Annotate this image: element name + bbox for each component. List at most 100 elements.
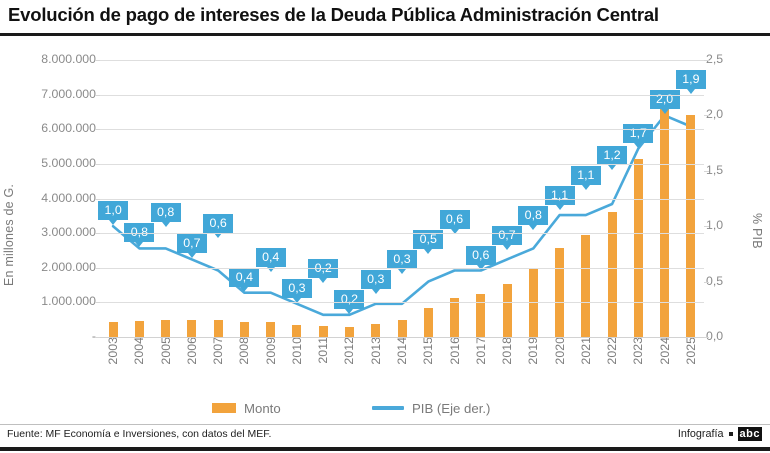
abc-logo: abc (737, 427, 762, 441)
line-swatch-icon (372, 406, 404, 410)
data-label-pointer (503, 244, 512, 250)
gridline (100, 60, 704, 61)
data-label-pointer (398, 268, 406, 274)
x-axis-label-2016: 2016 (447, 337, 462, 365)
data-label-2020: 1,1 (544, 185, 575, 205)
data-label-pointer (581, 184, 590, 190)
data-label-pointer (319, 277, 328, 283)
left-axis-tick-label: - (91, 329, 96, 343)
data-label-pointer (266, 266, 275, 272)
data-label-2021: 1,1 (570, 165, 601, 185)
bar-2023 (633, 158, 643, 337)
credit-block: Infografía abc (678, 427, 762, 441)
axis-tick-mark (95, 337, 100, 338)
data-label-2008: 0,4 (229, 267, 260, 287)
x-axis-label-2013: 2013 (368, 337, 383, 365)
right-axis-ticks: 2,5 2,0 1,5 1,0 0,5 0,0 (706, 38, 746, 420)
data-label-pointer (450, 228, 459, 234)
bar-2024 (660, 108, 670, 337)
gridline (100, 302, 704, 304)
x-axis-label-2014: 2014 (395, 337, 409, 365)
data-label-2019: 0,8 (518, 205, 549, 225)
data-label-2007: 0,6 (203, 214, 234, 234)
axis-tick-mark (704, 337, 709, 338)
legend-label-monto: Monto (244, 400, 281, 416)
data-label-2023: 1,7 (623, 123, 654, 143)
data-label-pointer (161, 222, 170, 228)
right-axis-tick-label: 0,5 (706, 273, 724, 288)
legend-item-pib: PIB (Eje der.) (372, 398, 490, 418)
data-label-2025: 1,9 (675, 70, 706, 90)
bar-2015 (423, 308, 433, 337)
x-axis-label-2006: 2006 (184, 337, 199, 365)
data-label-2010: 0,3 (281, 278, 312, 298)
right-axis-tick-label: 0,0 (706, 329, 724, 343)
right-axis-tick-label: 2,5 (706, 52, 724, 66)
right-axis-title: % PIB (750, 213, 764, 249)
bar-2020 (555, 248, 565, 337)
title-bar: Evolución de pago de intereses de la Deu… (0, 0, 770, 36)
bullet-icon (728, 432, 733, 436)
data-label-2022: 1,2 (597, 145, 628, 165)
gridline (100, 267, 704, 269)
axis-tick-mark (704, 281, 709, 283)
x-axis-label-2009: 2009 (263, 337, 278, 365)
left-axis-tick-label: 4.000.000 (41, 190, 96, 205)
axis-tick-mark (95, 94, 100, 96)
gridline (100, 129, 704, 131)
bar-2021 (581, 234, 591, 337)
x-axis-label-2017: 2017 (473, 337, 488, 365)
data-label-2018: 0,7 (492, 225, 523, 245)
gridline (100, 163, 704, 165)
left-axis-tick-label: 1.000.000 (41, 294, 96, 309)
gridline (100, 94, 704, 96)
x-axis-labels: 2003 2004 2005 2006 2007 2008 2009 2010 2011 2012… (100, 337, 704, 397)
data-label-2014: 0,3 (387, 249, 417, 269)
x-axis-label-2011: 2011 (316, 337, 331, 364)
bar-2010 (292, 324, 302, 337)
x-axis-label-2023: 2023 (631, 337, 646, 365)
gridline (100, 337, 704, 338)
data-label-pointer (476, 264, 485, 270)
bar-2008 (239, 322, 249, 337)
footer: Fuente: MF Economía e Inversiones, con d… (0, 425, 770, 449)
x-axis-label-2019: 2019 (526, 337, 541, 365)
x-axis-label-2004: 2004 (132, 337, 147, 365)
x-axis-label-2021: 2021 (578, 337, 593, 365)
data-label-pointer (555, 204, 564, 210)
data-label-pointer (345, 308, 354, 314)
data-label-2024: 2,0 (649, 90, 680, 110)
footer-divider-bottom (0, 447, 770, 451)
data-label-pointer (135, 242, 144, 248)
legend-item-monto: Monto (212, 398, 281, 418)
axis-tick-mark (704, 60, 709, 61)
credit-label: Infografía (677, 428, 724, 440)
title-divider (0, 33, 770, 36)
right-axis-tick-label: 1,0 (706, 218, 724, 233)
data-label-pointer (529, 224, 538, 230)
bar-2025 (686, 114, 696, 337)
bar-2014 (397, 319, 407, 337)
data-label-2003: 1,0 (98, 201, 129, 221)
left-axis-tick-label: 5.000.000 (41, 155, 96, 170)
data-label-2009: 0,4 (255, 247, 286, 267)
footer-divider-top (0, 424, 770, 425)
axis-tick-mark (704, 226, 709, 228)
bar-2007 (213, 320, 223, 337)
x-axis-label-2024: 2024 (657, 337, 672, 365)
x-axis-label-2010: 2010 (289, 337, 304, 365)
data-label-2006: 0,7 (176, 234, 207, 254)
bar-2018 (502, 284, 512, 337)
bar-2013 (371, 323, 381, 337)
bar-2009 (266, 322, 276, 337)
data-label-2013: 0,3 (360, 269, 391, 289)
data-label-2005: 0,8 (150, 203, 181, 223)
data-label-2015: 0,5 (413, 229, 444, 249)
data-label-pointer (686, 89, 695, 95)
left-axis-tick-label: 2.000.000 (41, 259, 96, 274)
data-label-pointer (187, 253, 196, 259)
x-axis-label-2012: 2012 (342, 337, 357, 365)
left-axis-tick-label: 6.000.000 (41, 121, 96, 136)
axis-tick-mark (95, 129, 100, 131)
plot-area: 1,00,80,80,70,60,40,40,30,20,20,30,30,50… (98, 38, 706, 420)
